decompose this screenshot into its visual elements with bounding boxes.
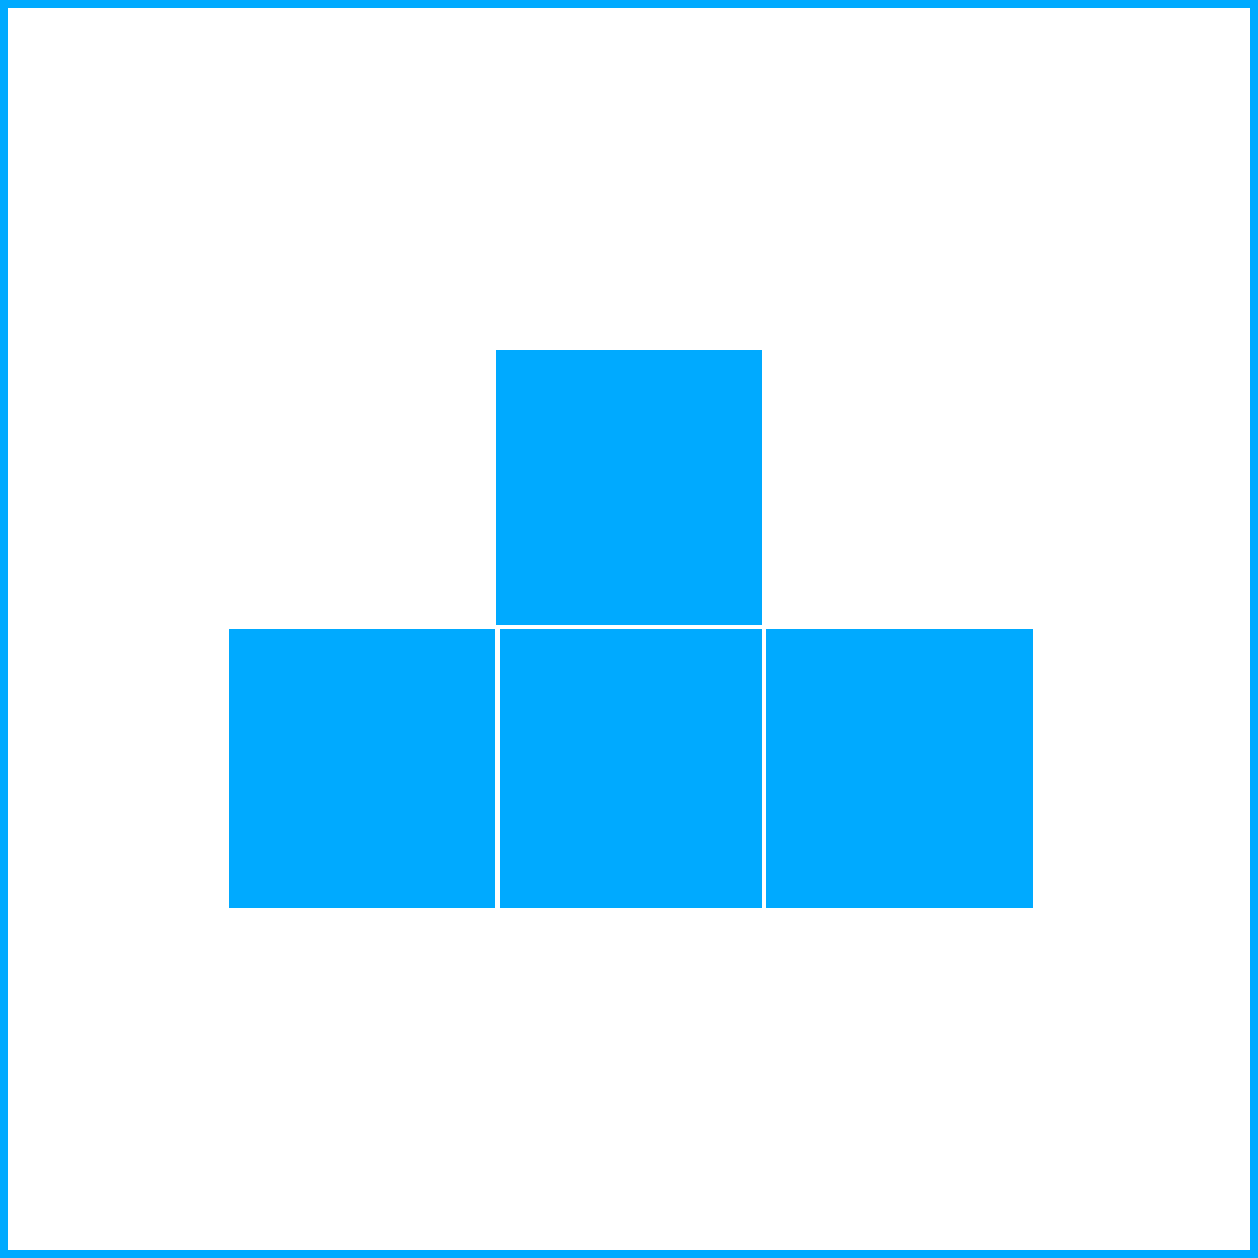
block-top: [496, 350, 762, 625]
block-bottom-left: [229, 629, 495, 908]
block-bottom-center: [500, 629, 762, 908]
block-bottom-right: [766, 629, 1033, 908]
